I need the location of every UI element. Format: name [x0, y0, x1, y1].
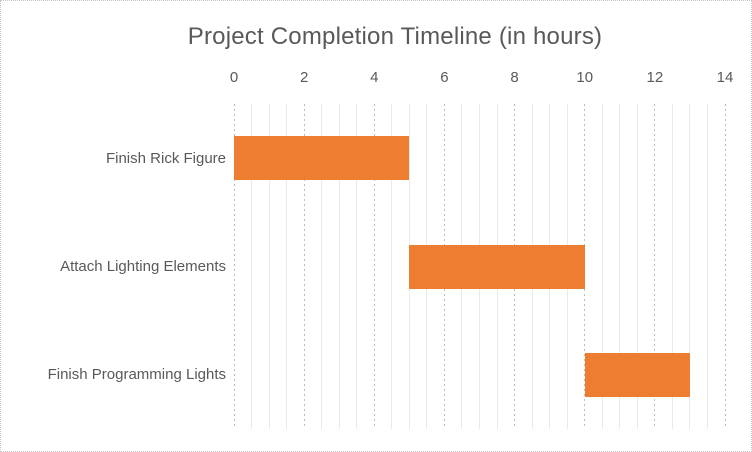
plot-area	[233, 104, 726, 429]
gantt-bar[interactable]	[234, 136, 410, 181]
minor-gridline	[619, 104, 621, 429]
category-label: Finish Rick Figure	[105, 149, 226, 167]
minor-gridline	[356, 104, 358, 429]
x-axis: 0 2 4 6 8 10 12 14	[230, 69, 734, 87]
x-tick-label: 2	[299, 69, 309, 86]
category-label: Attach Lighting Elements	[60, 257, 226, 275]
x-tick-label: 4	[370, 69, 379, 86]
gantt-bar[interactable]	[409, 244, 585, 289]
x-tick-label: 12	[646, 69, 664, 86]
minor-gridline	[391, 104, 393, 429]
gantt-bar[interactable]	[584, 352, 690, 397]
minor-gridline	[636, 104, 638, 429]
minor-gridline	[338, 104, 340, 429]
minor-gridline	[601, 104, 603, 429]
major-gridline	[233, 104, 235, 429]
x-tick-label: 6	[440, 69, 449, 86]
x-tick-label: 8	[510, 69, 519, 86]
category-label: Finish Programming Lights	[47, 366, 226, 384]
major-gridline	[303, 104, 305, 429]
major-gridline	[724, 104, 726, 429]
chart-title: Project Completion Timeline (in hours)	[187, 23, 603, 50]
x-tick-label: 14	[716, 69, 734, 86]
minor-gridline	[689, 104, 691, 429]
minor-gridline	[286, 104, 288, 429]
minor-gridline	[706, 104, 708, 429]
category-axis: Finish Rick Figure Attach Lighting Elemen…	[1, 104, 226, 429]
major-gridline	[584, 104, 586, 429]
major-gridline	[654, 104, 656, 429]
minor-gridline	[251, 104, 253, 429]
x-tick-label: 10	[576, 69, 594, 86]
minor-gridline	[671, 104, 673, 429]
major-gridline	[373, 104, 375, 429]
minor-gridline	[321, 104, 323, 429]
x-tick-label: 0	[229, 69, 239, 86]
minor-gridline	[268, 104, 270, 429]
